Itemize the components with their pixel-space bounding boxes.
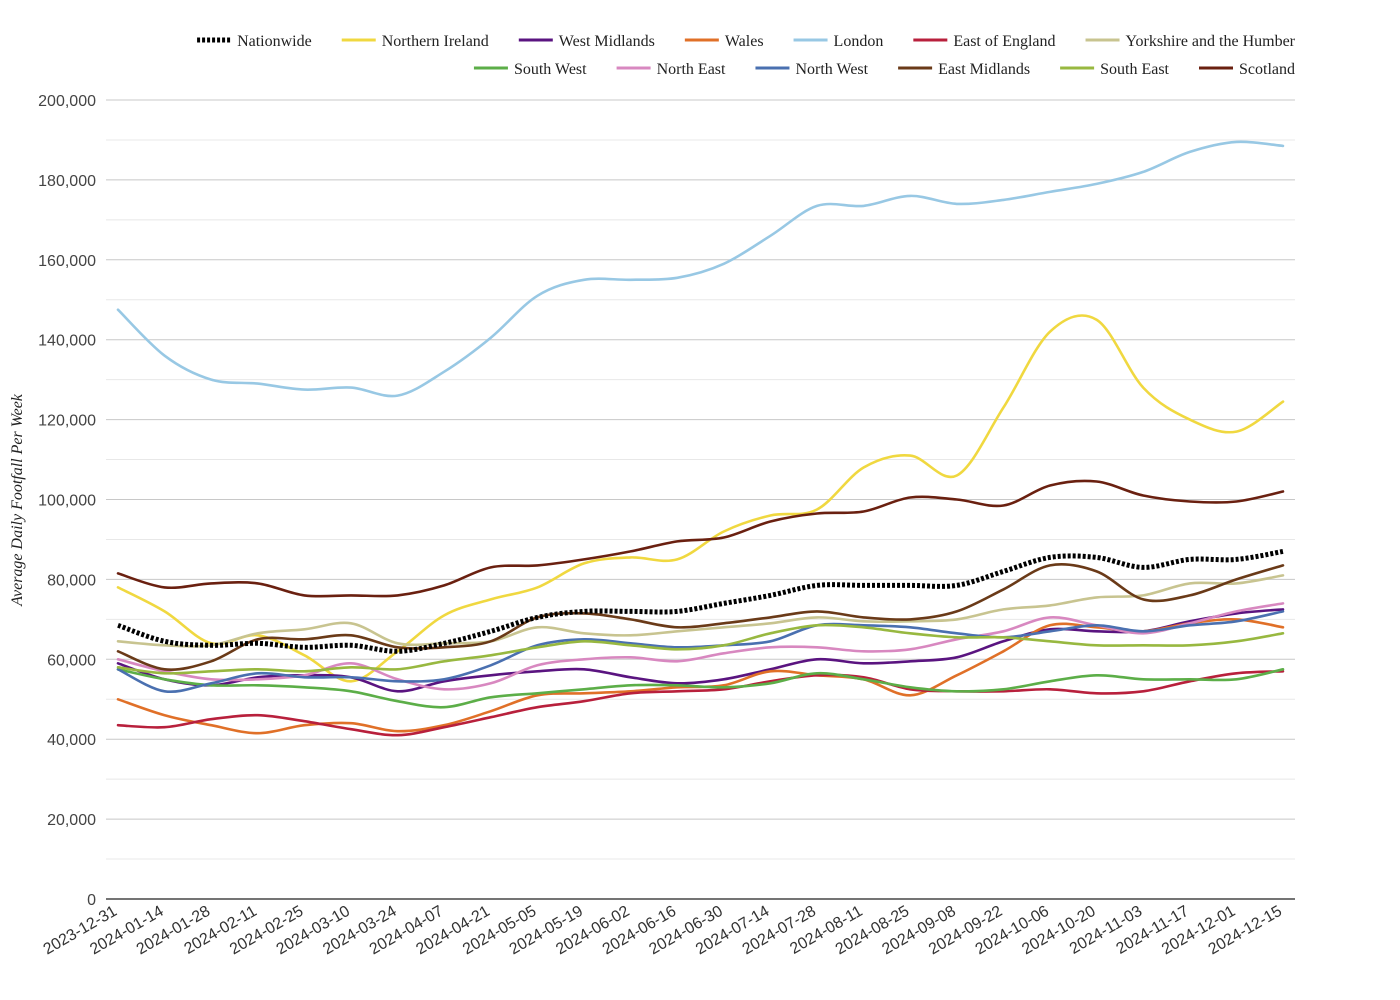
legend-label-yorkshire-and-the-humber: Yorkshire and the Humber (1126, 33, 1296, 50)
y-tick-label: 0 (87, 892, 96, 909)
legend-label-scotland: Scotland (1239, 61, 1295, 78)
legend-label-north-east: North East (657, 61, 726, 78)
y-tick-label: 60,000 (47, 652, 96, 669)
legend-label-east-midlands: East Midlands (938, 61, 1030, 78)
legend-label-north-west: North West (795, 61, 868, 78)
series-line-east-midlands (116, 562, 1285, 671)
legend-label-south-east: South East (1100, 61, 1169, 78)
legend-label-wales: Wales (725, 33, 764, 50)
series-lines (116, 140, 1285, 737)
y-tick-label: 180,000 (38, 173, 96, 190)
y-tick-label: 140,000 (38, 333, 96, 350)
series-line-east-of-england (116, 670, 1285, 737)
gridlines (106, 99, 1295, 860)
legend-label-east-of-england: East of England (953, 33, 1055, 50)
series-line-northern-ireland (116, 314, 1285, 683)
series-line-south-east (116, 623, 1285, 675)
legend-label-nationwide: Nationwide (237, 33, 312, 50)
y-tick-label: 80,000 (47, 572, 96, 589)
legend-label-london: London (834, 33, 884, 50)
series-line-nationwide (117, 548, 1284, 654)
y-axis-ticks: 0 20,000 40,000 60,000 80,000 100,000 120,000 1… (38, 93, 96, 909)
y-tick-label: 200,000 (38, 93, 96, 110)
series-line-london (116, 140, 1285, 398)
y-tick-label: 20,000 (47, 812, 96, 829)
y-tick-label: 120,000 (38, 413, 96, 430)
legend-label-west-midlands: West Midlands (559, 33, 655, 50)
legend: Nationwide Northern Ireland West Midlands W… (197, 33, 1296, 78)
legend-label-south-west: South West (514, 61, 587, 78)
series-line-north-west (116, 610, 1285, 694)
series-line-south-west (116, 668, 1285, 709)
legend-label-northern-ireland: Northern Ireland (382, 33, 489, 50)
series-line-yorkshire-and-the-humber (116, 574, 1285, 648)
y-tick-label: 100,000 (38, 493, 96, 510)
x-axis-ticks: 2023-12-312024-01-142024-01-282024-02-11… (41, 903, 1285, 959)
series-line-scotland (116, 479, 1285, 598)
y-tick-label: 40,000 (47, 732, 96, 749)
y-axis-label: Average Daily Footfall Per Week (9, 393, 26, 607)
y-tick-label: 160,000 (38, 253, 96, 270)
